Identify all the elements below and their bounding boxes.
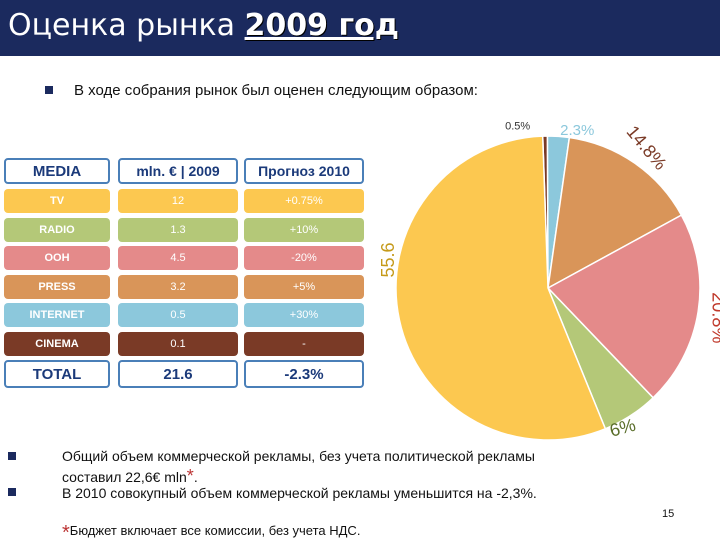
footnote: *Бюджет включает все комиссии, без учета… [62,522,360,545]
page-number: 15 [662,508,675,520]
row-value-radio: 1.3 [118,217,238,242]
bullet-square-icon [8,488,16,496]
pie-label-3: 20.8% [708,292,720,343]
row-media-internet: INTERNET [4,303,110,327]
row-forecast-internet: +30% [244,303,364,327]
footnote-text: Бюджет включает все комиссии, без учета … [69,523,361,538]
row-value-tv: 12 [118,189,238,213]
title-year: 2009 год [244,8,399,43]
pie-label-1: 2.3% [560,122,594,139]
bullet-1-line-1: Общий объем коммерческой рекламы, без уч… [62,448,535,464]
pie-slice-5 [395,135,607,441]
total-value: 21.6 [118,360,238,388]
row-forecast-tv: +0.75% [244,189,364,213]
pie-slice-3 [546,214,701,399]
pie-label-0: 0.5% [505,121,530,133]
row-value-internet: 0.5 [118,303,238,327]
bullet-1-star: * [186,466,194,486]
title-bar: Оценка рынка 2009 год [0,0,720,56]
footnote-star: * [62,522,70,544]
bullet-2-text: В 2010 совокупный объем коммерческой рек… [62,485,537,501]
row-value-cinema: 0.1 [118,331,238,356]
slide-title: Оценка рынка 2009 год [8,8,399,43]
header-value: mln. € | 2009 [118,158,238,184]
row-media-radio: RADIO [4,217,110,242]
header-forecast: Прогноз 2010 [244,158,364,184]
bullet-1-amount: составил 22,6€ mln [62,469,187,485]
row-value-press: 3.2 [118,274,238,299]
pie-label-5: 55.6 [378,242,398,277]
total-forecast: -2.3% [244,360,364,388]
row-forecast-ooh: -20% [244,246,364,270]
bullet-1-line-2: составил 22,6€ mln*. [62,466,198,487]
bullet-square-icon [8,452,16,460]
row-forecast-radio: +10% [244,217,364,242]
row-media-press: PRESS [4,274,110,299]
bullet-1-end: . [193,469,198,485]
row-forecast-cinema: - [244,331,364,356]
row-value-ooh: 4.5 [118,246,238,270]
intro-text: В ходе собрания рынок был оценен следующ… [74,82,478,99]
row-media-cinema: CINEMA [4,331,110,356]
bullet-square-icon [45,86,53,94]
row-forecast-press: +5% [244,274,364,299]
row-media-ooh: OOH [4,246,110,270]
pie-slice-2 [547,136,683,290]
title-text: Оценка рынка [8,8,235,43]
total-label: TOTAL [4,360,110,388]
header-media: MEDIA [4,158,110,184]
row-media-tv: TV [4,189,110,213]
